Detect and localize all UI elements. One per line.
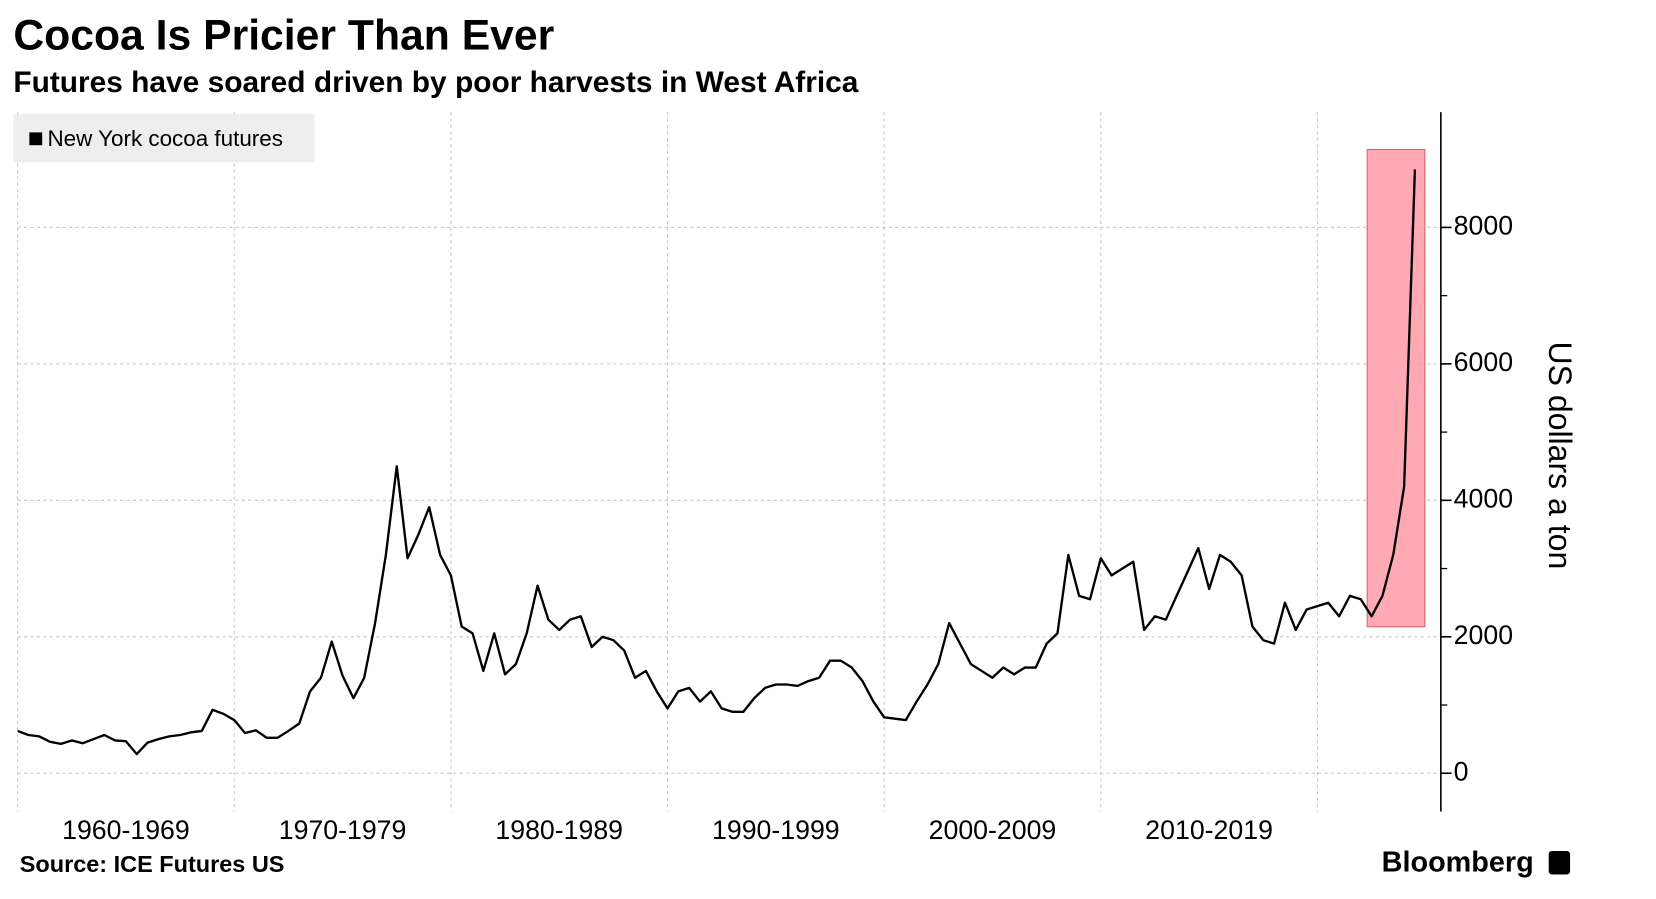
legend-box xyxy=(13,114,315,163)
x-tick-label: 1990-1999 xyxy=(712,815,840,845)
x-tick-label: 1970-1979 xyxy=(279,815,407,845)
legend-label: New York cocoa futures xyxy=(48,126,283,151)
x-tick-label: 2000-2009 xyxy=(929,815,1057,845)
y-tick-label: 6000 xyxy=(1454,347,1513,377)
y-axis-label: US dollars a ton xyxy=(1542,341,1578,569)
chart-subtitle: Futures have soared driven by poor harve… xyxy=(13,66,858,99)
x-tick-label: 2010-2019 xyxy=(1145,815,1273,845)
legend-swatch xyxy=(29,132,43,146)
line-series xyxy=(17,169,1417,756)
y-tick-label: 0 xyxy=(1454,756,1469,786)
highlight xyxy=(1366,148,1426,628)
y-tick-label: 2000 xyxy=(1454,620,1513,650)
x-tick-label: 1960-1969 xyxy=(62,815,190,845)
chart-title: Cocoa Is Pricier Than Ever xyxy=(13,12,554,60)
brand-icon xyxy=(1548,850,1571,875)
x-tick-label: 1980-1989 xyxy=(495,815,623,845)
y-tick-label: 4000 xyxy=(1454,483,1513,513)
y-tick-label: 8000 xyxy=(1454,210,1513,240)
brand: Bloomberg xyxy=(1382,846,1534,878)
plot: 1960-1969 1970-1979 1980-1989 1990-1999 2000… xyxy=(13,112,1578,845)
source: Source: ICE Futures US xyxy=(20,851,285,877)
